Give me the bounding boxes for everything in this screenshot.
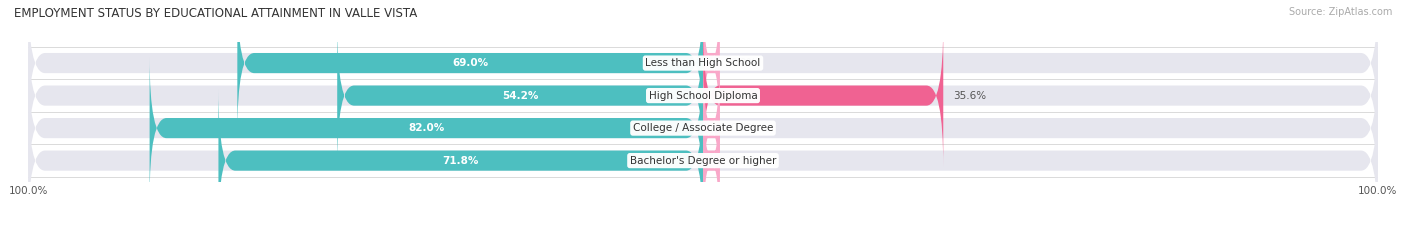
Text: Less than High School: Less than High School (645, 58, 761, 68)
FancyBboxPatch shape (28, 89, 1378, 232)
FancyBboxPatch shape (703, 0, 720, 134)
FancyBboxPatch shape (238, 0, 703, 134)
Text: College / Associate Degree: College / Associate Degree (633, 123, 773, 133)
FancyBboxPatch shape (703, 57, 720, 199)
Text: 0.0%: 0.0% (730, 123, 756, 133)
Text: Bachelor's Degree or higher: Bachelor's Degree or higher (630, 156, 776, 166)
FancyBboxPatch shape (703, 24, 943, 167)
Text: 69.0%: 69.0% (453, 58, 488, 68)
FancyBboxPatch shape (28, 0, 1378, 134)
Text: 54.2%: 54.2% (502, 91, 538, 101)
Text: 82.0%: 82.0% (408, 123, 444, 133)
Text: 0.0%: 0.0% (730, 58, 756, 68)
FancyBboxPatch shape (703, 89, 720, 232)
Text: EMPLOYMENT STATUS BY EDUCATIONAL ATTAINMENT IN VALLE VISTA: EMPLOYMENT STATUS BY EDUCATIONAL ATTAINM… (14, 7, 418, 20)
FancyBboxPatch shape (337, 24, 703, 167)
Text: 35.6%: 35.6% (953, 91, 987, 101)
Text: 0.0%: 0.0% (730, 156, 756, 166)
FancyBboxPatch shape (218, 89, 703, 232)
FancyBboxPatch shape (28, 24, 1378, 167)
FancyBboxPatch shape (149, 57, 703, 199)
Text: 71.8%: 71.8% (443, 156, 479, 166)
Text: High School Diploma: High School Diploma (648, 91, 758, 101)
Legend: In Labor Force, Unemployed: In Labor Force, Unemployed (606, 231, 800, 233)
FancyBboxPatch shape (28, 57, 1378, 199)
Text: Source: ZipAtlas.com: Source: ZipAtlas.com (1288, 7, 1392, 17)
